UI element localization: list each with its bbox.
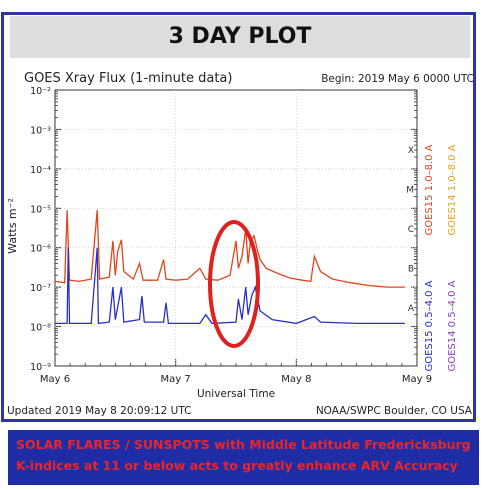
flare-class-label: X bbox=[408, 146, 414, 156]
x-tick-label: May 7 bbox=[161, 374, 191, 385]
legend-entry: GOES15 1.0–8.0 A bbox=[424, 144, 435, 235]
legend-entry: GOES14 0.5–4.0 A bbox=[447, 280, 458, 371]
series-lines bbox=[54, 210, 405, 325]
legend-entry: GOES15 0.5–4.0 A bbox=[424, 280, 435, 371]
begin-label: Begin: 2019 May 6 0000 UTC bbox=[321, 73, 474, 85]
x-tick-label: May 6 bbox=[40, 374, 70, 385]
title-bar: 3 DAY PLOT bbox=[10, 16, 470, 58]
x-axis: May 6 May 7 May 8 May 9 bbox=[40, 90, 432, 385]
x-axis-label: Universal Time bbox=[197, 388, 275, 400]
caption-line-2: K-indices at 11 or below acts to greatly… bbox=[16, 458, 458, 473]
flare-class-label: A bbox=[408, 304, 415, 314]
y-tick-label: 10⁻⁹ bbox=[30, 362, 51, 373]
xray-flux-chart: GOES Xray Flux (1-minute data) Begin: 20… bbox=[6, 71, 474, 417]
y-tick-label: 10⁻⁷ bbox=[30, 283, 51, 294]
plot-area bbox=[54, 89, 418, 367]
footer-source: NOAA/SWPC Boulder, CO USA bbox=[316, 405, 473, 417]
y-tick-label: 10⁻⁶ bbox=[30, 244, 51, 255]
legend-entry: GOES14 1.0–8.0 A bbox=[447, 144, 458, 235]
y-tick-label: 10⁻² bbox=[30, 86, 51, 97]
flare-class-label: B bbox=[408, 264, 414, 274]
y-tick-label: 10⁻⁵ bbox=[30, 204, 51, 215]
x-tick-label: May 9 bbox=[402, 374, 432, 385]
flare-class-label: C bbox=[408, 225, 414, 235]
legend: GOES15 1.0–8.0 A GOES14 1.0–8.0 A GOES15 0… bbox=[424, 144, 458, 371]
flare-class-labels: X M C B A bbox=[406, 146, 415, 314]
y-tick-label: 10⁻³ bbox=[30, 125, 51, 136]
x-tick-label: May 8 bbox=[281, 374, 311, 385]
chart-title: GOES Xray Flux (1-minute data) bbox=[24, 71, 232, 86]
series-line-1 bbox=[54, 210, 405, 288]
series-line-2 bbox=[55, 247, 405, 325]
caption-line-1: SOLAR FLARES / SUNSPOTS with Middle Lati… bbox=[16, 437, 471, 452]
page-title: 3 DAY PLOT bbox=[168, 24, 312, 49]
flare-class-label: M bbox=[406, 186, 414, 196]
y-tick-label: 10⁻⁴ bbox=[30, 165, 51, 176]
y-axis-label: Watts m⁻² bbox=[6, 198, 19, 254]
footer-updated: Updated 2019 May 8 20:09:12 UTC bbox=[7, 405, 191, 417]
caption-box: SOLAR FLARES / SUNSPOTS with Middle Lati… bbox=[8, 430, 479, 485]
highlight-ellipse bbox=[208, 220, 260, 348]
y-tick-label: 10⁻⁸ bbox=[30, 323, 51, 334]
